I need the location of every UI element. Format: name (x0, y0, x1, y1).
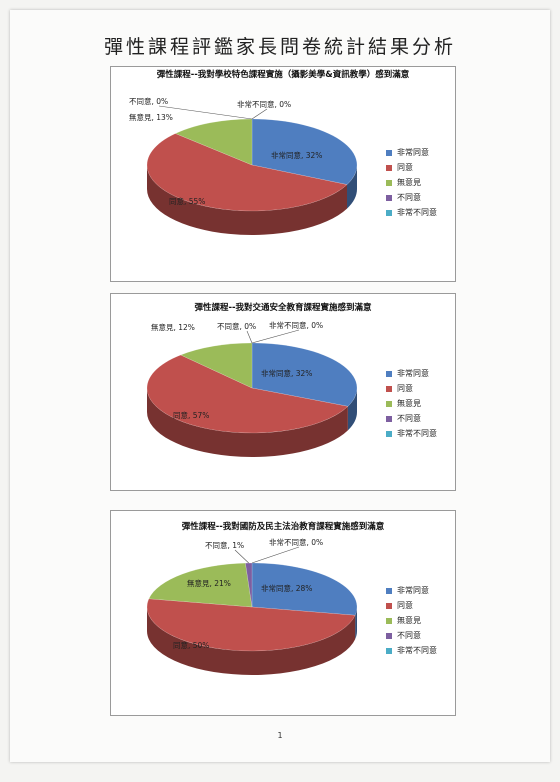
legend-item: 無意見 (386, 175, 437, 190)
data-label: 非常不同意, 0% (269, 320, 323, 330)
chart-title: 彈性課程--我對交通安全教育課程實施感到滿意 (194, 303, 372, 313)
pie-chart-special-course: 非常同意, 32% 同意, 55% 無意見, 13% 不同意, 0% 非常不同意, 0%… (110, 66, 456, 282)
pie-svg: 非常同意, 32% 同意, 55% 無意見, 13% 不同意, 0% 非常不同意, 0% (129, 96, 358, 235)
legend-swatch (386, 647, 392, 654)
chart-legend: 非常同意同意無意見不同意非常不同意 (386, 583, 437, 658)
pie-slice-1 (146, 133, 348, 212)
pie-slice-side (147, 388, 348, 458)
legend-item: 無意見 (386, 396, 437, 411)
legend-item: 無意見 (386, 613, 437, 628)
page-title: 彈性課程評鑑家長問卷統計結果分析 (103, 36, 456, 58)
data-label: 無意見, 21% (187, 578, 231, 588)
legend-item: 同意 (386, 160, 437, 175)
data-label: 非常同意, 28% (261, 583, 312, 593)
legend-label: 非常不同意 (397, 646, 437, 655)
label-leader-line (251, 108, 268, 120)
legend-swatch (386, 617, 392, 624)
data-label: 不同意, 0% (129, 96, 168, 106)
legend-swatch (386, 400, 392, 407)
legend-swatch (386, 632, 392, 639)
legend-swatch (386, 209, 392, 216)
legend-item: 不同意 (386, 411, 437, 426)
label-leader-line (251, 546, 300, 564)
legend-item: 同意 (386, 598, 437, 613)
pie-slice-side (347, 165, 357, 209)
legend-item: 非常同意 (386, 145, 437, 160)
legend-swatch (386, 164, 392, 171)
pie-chart-national-defense: 非常同意, 28% 同意, 50% 無意見, 21% 不同意, 1% 非常不同意, 0%… (110, 510, 456, 716)
legend-label: 非常同意 (397, 586, 429, 595)
legend-label: 非常不同意 (397, 208, 437, 217)
legend-swatch (386, 370, 392, 377)
document-page: 彈性課程評鑑家長問卷統計結果分析 非常同意, 32% 同意, 55% 無意見, 13… (10, 10, 550, 762)
legend-label: 同意 (397, 384, 413, 393)
pie-slice-1 (146, 598, 356, 652)
legend-item: 不同意 (386, 190, 437, 205)
legend-swatch (386, 587, 392, 594)
data-label: 非常同意, 32% (261, 368, 312, 378)
chart-title: 彈性課程--我對學校特色課程實施（攝影美學&資訊教學）感到滿意 (156, 70, 410, 80)
data-label: 不同意, 0% (217, 321, 256, 331)
pie-slice-2 (148, 562, 253, 608)
legend-swatch (386, 194, 392, 201)
legend-label: 無意見 (397, 178, 421, 187)
data-label: 不同意, 1% (205, 540, 244, 550)
pie-slice-3 (245, 562, 253, 608)
label-leader-line (251, 329, 300, 344)
pie-slice-0 (251, 118, 358, 185)
label-leader-line (158, 105, 253, 120)
legend-label: 同意 (397, 601, 413, 610)
data-label: 非常同意, 32% (271, 150, 322, 160)
legend-label: 無意見 (397, 616, 421, 625)
legend-label: 非常同意 (397, 148, 429, 157)
data-label: 非常不同意, 0% (269, 537, 323, 547)
chart-legend: 非常同意同意無意見不同意非常不同意 (386, 366, 437, 441)
data-label: 同意, 55% (169, 196, 205, 206)
pie-slice-2 (180, 342, 253, 389)
pie-slice-1 (146, 354, 349, 434)
legend-item: 非常同意 (386, 583, 437, 598)
legend-swatch (386, 179, 392, 186)
legend-label: 非常同意 (397, 369, 429, 378)
pie-slice-side (347, 388, 357, 431)
pie-chart-traffic-safety: 非常同意, 32% 同意, 57% 無意見, 12% 不同意, 0% 非常不同意, 0%… (110, 293, 456, 491)
pie-slice-0 (251, 562, 358, 616)
legend-swatch (386, 415, 392, 422)
legend-item: 非常不同意 (386, 643, 437, 658)
data-label: 無意見, 13% (129, 112, 173, 122)
legend-label: 不同意 (397, 193, 421, 202)
data-label: 同意, 50% (173, 640, 209, 650)
legend-label: 無意見 (397, 399, 421, 408)
pie-slice-side (146, 165, 348, 235)
legend-swatch (386, 602, 392, 609)
legend-label: 不同意 (397, 631, 421, 640)
legend-label: 同意 (397, 163, 413, 172)
legend-item: 同意 (386, 381, 437, 396)
pie-slice-side (355, 607, 357, 640)
chart-legend: 非常同意同意無意見不同意非常不同意 (386, 145, 437, 220)
pie-slice-2 (174, 118, 253, 166)
data-label: 無意見, 12% (151, 322, 195, 332)
pie-svg: 非常同意, 32% 同意, 57% 無意見, 12% 不同意, 0% 非常不同意, 0% (146, 320, 358, 458)
pie-slice-0 (251, 342, 358, 407)
legend-label: 不同意 (397, 414, 421, 423)
pie-slice-side (147, 607, 356, 676)
legend-item: 不同意 (386, 628, 437, 643)
legend-swatch (386, 149, 392, 156)
chart-title: 彈性課程--我對國防及民主法治教育課程實施感到滿意 (181, 522, 385, 532)
legend-item: 非常同意 (386, 366, 437, 381)
legend-item: 非常不同意 (386, 426, 437, 441)
legend-swatch (386, 385, 392, 392)
label-leader-line (246, 330, 253, 344)
page-number: 1 (277, 731, 283, 740)
legend-item: 非常不同意 (386, 205, 437, 220)
legend-swatch (386, 430, 392, 437)
data-label: 非常不同意, 0% (237, 99, 291, 109)
pie-svg: 非常同意, 28% 同意, 50% 無意見, 21% 不同意, 1% 非常不同意, 0% (146, 537, 358, 676)
data-label: 同意, 57% (173, 410, 209, 420)
legend-label: 非常不同意 (397, 429, 437, 438)
label-leader-line (234, 549, 249, 564)
